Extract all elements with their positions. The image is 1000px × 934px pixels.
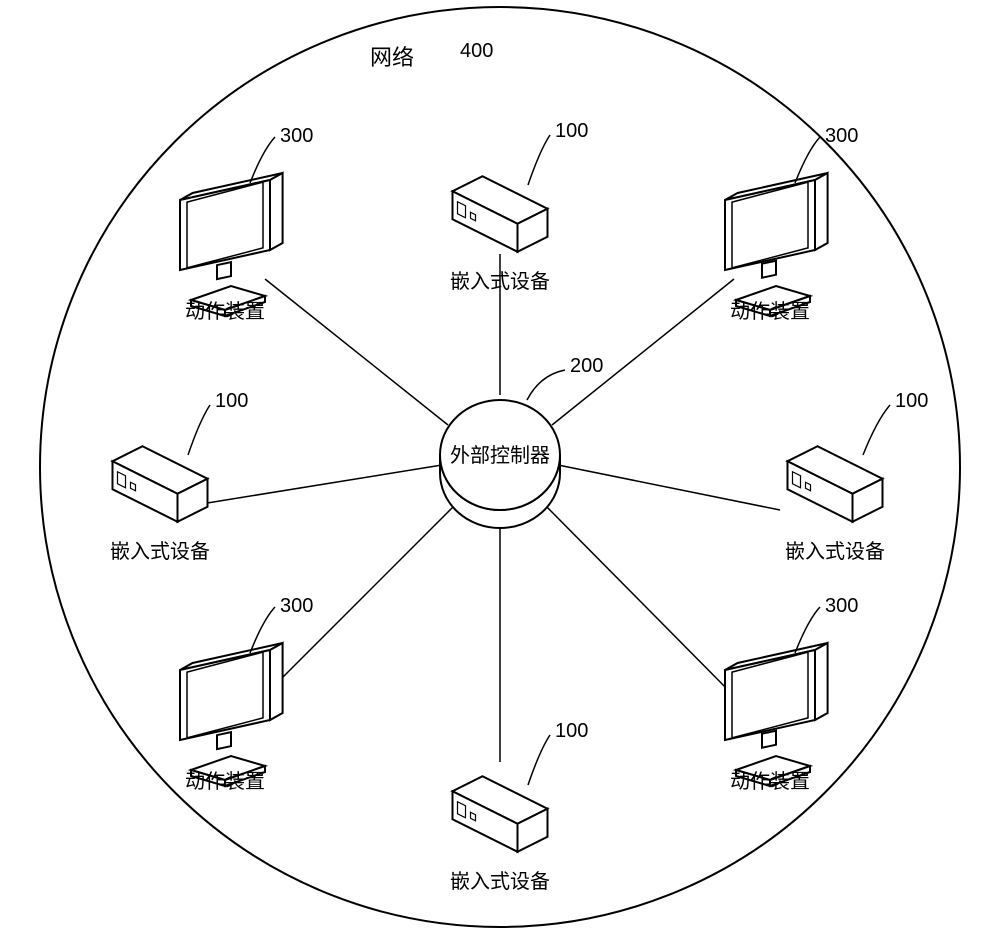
node-label-4: 嵌入式设备 [450, 865, 550, 894]
hub-label: 外部控制器 [450, 444, 550, 467]
diagram-title: 网络 [370, 40, 414, 72]
node-label-1: 动作装置 [730, 295, 810, 324]
node-label-7: 动作装置 [185, 295, 265, 324]
node-ref-1: 300 [825, 125, 858, 148]
node-ref-0: 100 [555, 120, 588, 143]
network-diagram: 外部控制器 网络 400 200 嵌入式设备 100 动作装置 300 嵌入式设备 100 动作装… [0, 0, 1000, 934]
node-label-2: 嵌入式设备 [785, 535, 885, 564]
diagram-title-ref: 400 [460, 40, 493, 63]
node-label-5: 动作装置 [185, 765, 265, 794]
node-label-6: 嵌入式设备 [110, 535, 210, 564]
node-label-0: 嵌入式设备 [450, 265, 550, 294]
node-ref-3: 300 [825, 595, 858, 618]
hub-ref: 200 [570, 355, 603, 378]
node-ref-5: 300 [280, 595, 313, 618]
node-ref-4: 100 [555, 720, 588, 743]
node-label-3: 动作装置 [730, 765, 810, 794]
node-ref-6: 100 [215, 390, 248, 413]
node-ref-7: 300 [280, 125, 313, 148]
node-ref-2: 100 [895, 390, 928, 413]
